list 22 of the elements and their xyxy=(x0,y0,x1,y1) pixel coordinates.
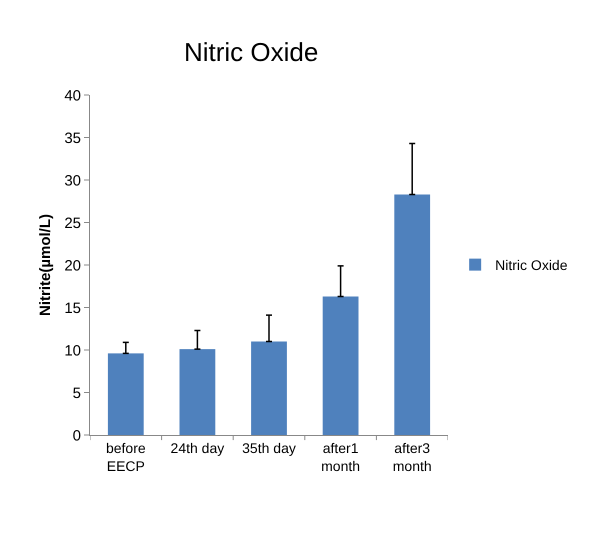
y-tick-label: 15 xyxy=(64,300,81,317)
bar xyxy=(180,349,216,435)
y-tick-label: 30 xyxy=(64,172,81,190)
x-tick-label: after1 month xyxy=(321,440,360,474)
bar xyxy=(108,353,144,435)
bar xyxy=(322,296,358,435)
x-tick-label: before EECP xyxy=(106,440,146,474)
legend-label: Nitric Oxide xyxy=(495,257,568,274)
chart-title: Nitric Oxide xyxy=(184,37,318,67)
y-tick-label: 25 xyxy=(64,214,81,232)
x-tick-label: 35th day xyxy=(242,440,296,456)
y-tick-label: 35 xyxy=(64,130,81,147)
y-axis-title: Nitrite(µmol/L) xyxy=(37,214,54,316)
y-tick-label: 10 xyxy=(64,342,81,360)
x-tick-label: 24th day xyxy=(170,440,224,456)
bar xyxy=(251,342,287,435)
y-tick-label: 40 xyxy=(64,87,81,104)
y-tick-label: 0 xyxy=(72,427,81,444)
y-tick-label: 20 xyxy=(64,257,81,274)
x-tick-label: after3 month xyxy=(392,440,432,474)
bar xyxy=(394,194,430,435)
y-tick-label: 5 xyxy=(72,384,81,402)
